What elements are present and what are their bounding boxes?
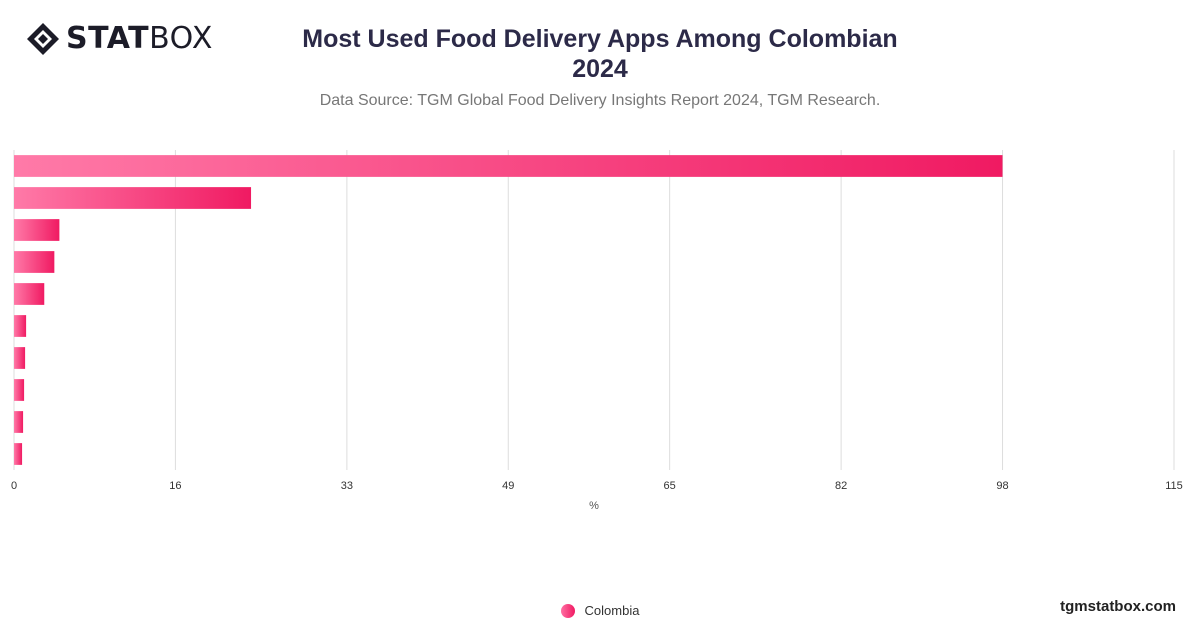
bar-0[interactable]	[14, 155, 1003, 177]
chart-subtitle: Data Source: TGM Global Food Delivery In…	[319, 92, 881, 109]
bar-2[interactable]	[14, 219, 60, 241]
bars	[14, 155, 1003, 465]
bar-8[interactable]	[14, 411, 24, 433]
x-axis-ticks: 0 16 33 49 65 82 98 115	[11, 480, 1183, 492]
x-tick-label-3: 49	[502, 480, 514, 492]
chart-title: Most Used Food Delivery Apps Among Colom…	[230, 24, 970, 84]
x-tick-label-2: 33	[341, 480, 353, 492]
chart-title-line1: Most Used Food Delivery Apps Among Colom…	[302, 25, 898, 53]
watermark: tgmstatbox.com	[1060, 598, 1176, 615]
bar-1[interactable]	[14, 187, 252, 209]
bar-7[interactable]	[14, 379, 25, 401]
chart-title-line2: 2024	[572, 55, 628, 83]
legend-marker[interactable]	[560, 603, 575, 618]
bar-4[interactable]	[14, 283, 45, 305]
x-tick-label-6: 98	[996, 480, 1008, 492]
statbox-logo: STATBOX	[26, 22, 213, 56]
x-axis-label: %	[589, 500, 599, 512]
logo-light-text: BOX	[149, 21, 213, 56]
logo-wordmark: STATBOX	[66, 24, 213, 54]
legend: Colombia	[0, 603, 1200, 618]
diamond-logo-icon	[27, 23, 59, 55]
bar-5[interactable]	[14, 315, 27, 337]
x-tick-label-0: 0	[11, 480, 17, 492]
x-tick-label-5: 82	[835, 480, 847, 492]
bar-9[interactable]	[14, 443, 23, 465]
legend-label[interactable]: Colombia	[584, 603, 640, 618]
x-tick-label-1: 16	[169, 480, 181, 492]
logo-bold-text: STAT	[66, 21, 150, 56]
bar-3[interactable]	[14, 251, 55, 273]
x-tick-label-4: 65	[664, 480, 676, 492]
grid-lines	[13, 150, 1175, 470]
bar-6[interactable]	[14, 347, 26, 369]
x-tick-label-7: 115	[1165, 480, 1183, 492]
